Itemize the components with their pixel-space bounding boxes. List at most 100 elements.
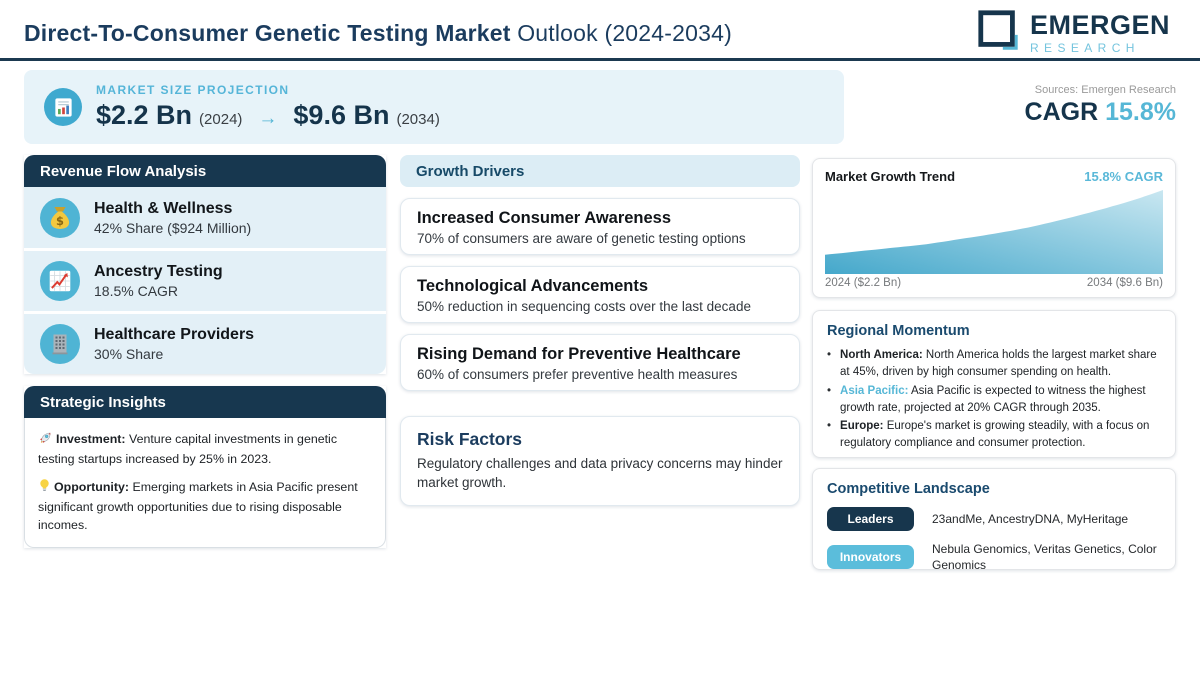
sources-note: Sources: Emergen Research — [1034, 84, 1176, 96]
svg-text:$: $ — [56, 214, 64, 228]
logo-wordmark: EMERGEN — [1029, 9, 1170, 40]
revenue-item-subtitle: 18.5% CAGR — [94, 283, 179, 299]
chart-increasing-icon — [40, 261, 80, 301]
market-growth-trend-card: Market Growth Trend 15.8% CAGR 2024 ($2.… — [812, 158, 1176, 298]
bar-chart-document-icon — [44, 88, 82, 126]
trend-label-end: 2034 ($9.6 Bn) — [1086, 277, 1163, 289]
insight-lead: Investment: — [56, 432, 126, 446]
leaders-companies: 23andMe, AncestryDNA, MyHeritage — [932, 511, 1129, 526]
trend-header: Market Growth Trend 15.8% CAGR — [825, 169, 1163, 184]
region-lead: Europe: — [840, 420, 884, 432]
revenue-item-title: Ancestry Testing — [94, 263, 223, 280]
growth-driver-title: Technological Advancements — [417, 277, 649, 295]
risk-factors-title: Risk Factors — [417, 429, 523, 449]
revenue-item-title: Healthcare Providers — [94, 326, 255, 343]
revenue-flow-body: $ Health & Wellness 42% Share ($924 Mill… — [24, 187, 386, 374]
region-text: Asia Pacific: Asia Pacific is expected t… — [840, 383, 1161, 418]
strategic-insights-card: Strategic Insights Investment: Venture c… — [24, 386, 386, 548]
revenue-flow-card: Revenue Flow Analysis $ Health & Wellnes… — [24, 155, 386, 374]
cagr-value: 15.8% — [1105, 98, 1176, 126]
trend-area-svg — [825, 190, 1163, 274]
strategic-insights-body: Investment: Venture capital investments … — [24, 418, 386, 548]
insight-text: Emerging markets in Asia Pacific present… — [38, 479, 358, 532]
office-building-icon — [40, 324, 80, 364]
cagr-line: CAGR 15.8% — [1025, 98, 1176, 127]
growth-drivers-header: Growth Drivers — [400, 155, 800, 187]
region-north-america: • North America: North America holds the … — [827, 347, 1161, 382]
header-divider — [0, 58, 1200, 61]
region-body: Asia Pacific is expected to witness the … — [840, 384, 1146, 414]
revenue-item-text: Health & Wellness 42% Share ($924 Millio… — [94, 200, 251, 236]
competitive-landscape-card: Competitive Landscape Leaders 23andMe, A… — [812, 468, 1176, 573]
market-size-banner: MARKET SIZE PROJECTION $2.2 Bn (2024) → … — [24, 70, 844, 144]
insight-investment: Investment: Venture capital investments … — [38, 430, 372, 469]
insight-lead: Opportunity: — [54, 479, 130, 494]
revenue-item-ancestry-testing: Ancestry Testing 18.5% CAGR — [24, 248, 386, 311]
revenue-item-subtitle: 30% Share — [94, 346, 164, 362]
logo-text: EMERGEN RESEARCH — [1029, 9, 1170, 55]
bullet-icon: • — [827, 384, 832, 397]
innovators-companies: Nebula Genomics, Veritas Genetics, Color… — [932, 542, 1157, 573]
money-bag-icon: $ — [40, 197, 80, 238]
growth-driver-subtitle: 70% of consumers are aware of genetic te… — [417, 231, 746, 246]
logo-mark-icon — [976, 8, 1022, 59]
middle-column: Growth Drivers Increased Consumer Awaren… — [400, 155, 800, 506]
cagr-block: Sources: Emergen Research CAGR 15.8% — [1025, 84, 1176, 127]
growth-driver-awareness: Increased Consumer Awareness 70% of cons… — [400, 198, 800, 255]
competitive-row-innovators: Innovators Nebula Genomics, Veritas Gene… — [827, 541, 1161, 573]
innovators-badge: Innovators — [827, 545, 914, 570]
emergen-research-logo: EMERGEN RESEARCH — [976, 8, 1170, 59]
bullet-icon: • — [827, 420, 832, 432]
region-body: Europe's market is growing steadily, wit… — [840, 420, 1150, 450]
region-asia-pacific: • Asia Pacific: Asia Pacific is expected … — [827, 383, 1161, 418]
growth-driver-preventive: Rising Demand for Preventive Healthcare … — [400, 334, 800, 391]
arrow-right-icon: → — [258, 108, 278, 129]
growth-driver-subtitle: 60% of consumers prefer preventive healt… — [417, 367, 738, 382]
banner-label: MARKET SIZE PROJECTION — [96, 83, 290, 97]
trend-axis-labels: 2024 ($2.2 Bn) 2034 ($9.6 Bn) — [825, 277, 1163, 289]
trend-label-start: 2024 ($2.2 Bn) — [825, 277, 902, 289]
banner-text: MARKET SIZE PROJECTION $2.2 Bn (2024) → … — [96, 83, 440, 131]
revenue-item-text: Healthcare Providers 30% Share — [94, 326, 254, 362]
revenue-item-health-wellness: $ Health & Wellness 42% Share ($924 Mill… — [24, 187, 386, 248]
market-size-2034: $9.6 Bn — [293, 100, 390, 130]
revenue-item-text: Ancestry Testing 18.5% CAGR — [94, 263, 223, 299]
revenue-item-healthcare-providers: Healthcare Providers 30% Share — [24, 311, 386, 374]
logo-subtitle: RESEARCH — [1029, 40, 1140, 55]
insight-text: Venture capital investments in genetic t… — [38, 432, 338, 466]
region-lead: North America: — [840, 349, 923, 361]
competitive-row-leaders: Leaders 23andMe, AncestryDNA, MyHeritage — [827, 507, 1161, 531]
light-bulb-icon — [38, 478, 51, 499]
trend-title: Market Growth Trend — [825, 169, 956, 184]
right-column: Market Growth Trend 15.8% CAGR 2024 ($2.… — [812, 158, 1176, 573]
insight-opportunity: Opportunity: Emerging markets in Asia Pa… — [38, 478, 372, 535]
regional-momentum-card: Regional Momentum • North America: North … — [812, 310, 1176, 458]
growth-driver-subtitle: 50% reduction in sequencing costs over t… — [417, 299, 751, 314]
growth-driver-technology: Technological Advancements 50% reduction… — [400, 266, 800, 323]
rocket-icon — [38, 430, 53, 451]
cagr-label: CAGR — [1024, 98, 1099, 126]
growth-driver-title: Increased Consumer Awareness — [417, 209, 672, 227]
regional-momentum-list: • North America: North America holds the … — [827, 347, 1161, 453]
leaders-badge: Leaders — [827, 507, 914, 531]
risk-factors-text: Regulatory challenges and data privacy c… — [417, 456, 783, 490]
page-title-rest: Outlook (2024-2034) — [510, 20, 732, 46]
market-size-2034-year: (2034) — [396, 111, 440, 128]
competitive-landscape-title: Competitive Landscape — [827, 481, 990, 497]
region-lead: Asia Pacific: — [840, 384, 909, 397]
banner-values: $2.2 Bn (2024) → $9.6 Bn (2034) — [96, 100, 440, 131]
growth-driver-title: Rising Demand for Preventive Healthcare — [417, 345, 741, 363]
page-title: Direct-To-Consumer Genetic Testing Marke… — [24, 20, 732, 47]
regional-momentum-title: Regional Momentum — [827, 323, 970, 339]
region-body: North America holds the largest market s… — [840, 349, 1157, 379]
region-europe: • Europe: Europe's market is growing stea… — [827, 418, 1161, 453]
revenue-flow-header: Revenue Flow Analysis — [24, 155, 386, 187]
region-text: North America: North America holds the l… — [840, 347, 1161, 382]
revenue-item-title: Health & Wellness — [94, 199, 233, 217]
left-column: Revenue Flow Analysis $ Health & Wellnes… — [24, 155, 386, 548]
trend-cagr-badge: 15.8% CAGR — [1084, 169, 1163, 184]
market-size-2024-year: (2024) — [199, 111, 243, 128]
region-text: Europe: Europe's market is growing stead… — [840, 418, 1161, 453]
strategic-insights-header: Strategic Insights — [24, 386, 386, 418]
